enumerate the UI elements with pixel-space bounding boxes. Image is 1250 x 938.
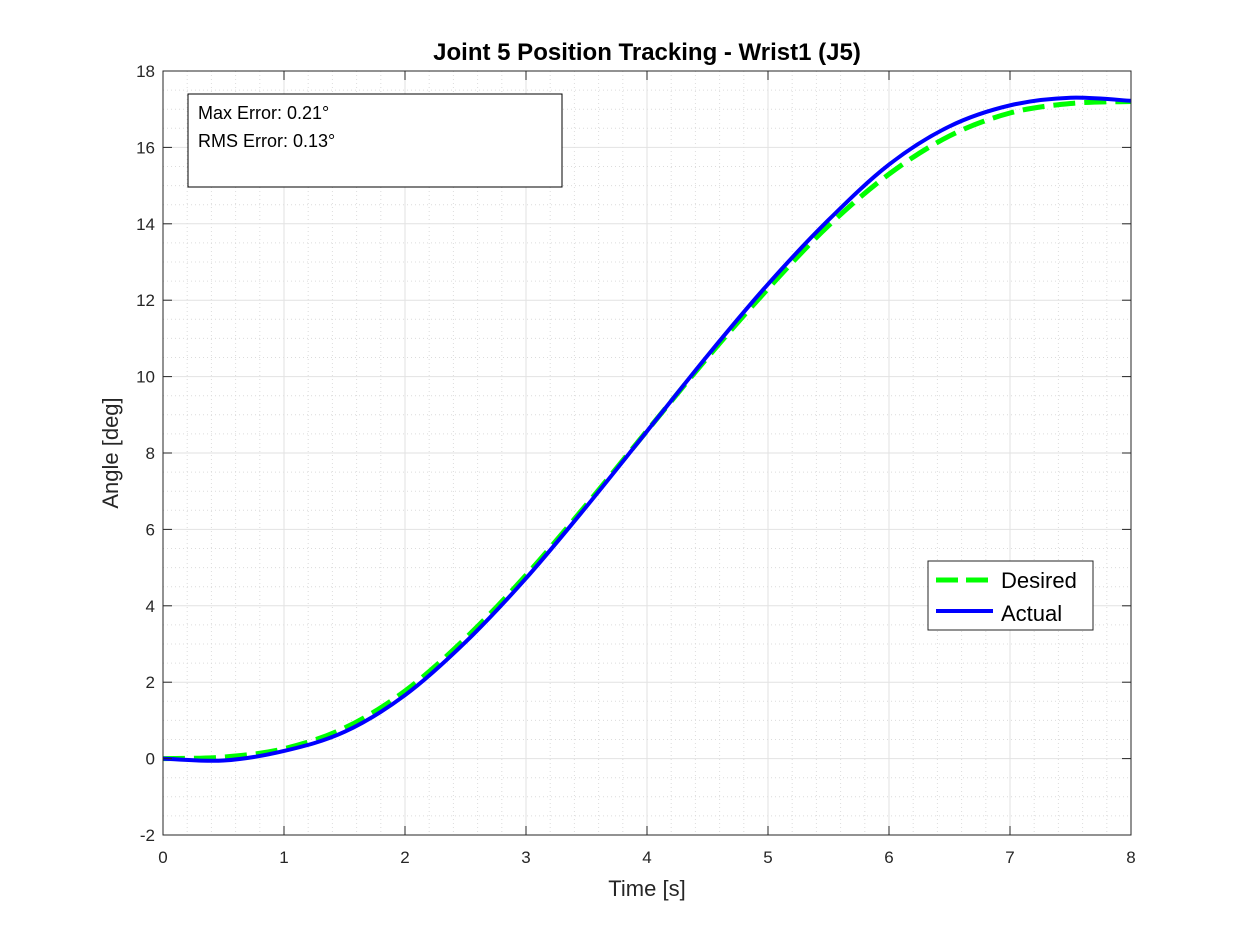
legend: Desired Actual	[927, 560, 1094, 631]
y-tick-label: 0	[146, 750, 155, 769]
y-tick-label: 8	[146, 444, 155, 463]
x-tick-label: 1	[279, 848, 288, 867]
y-tick-label: 6	[146, 520, 155, 539]
error-annotation-box: Max Error: 0.21° RMS Error: 0.13°	[187, 93, 563, 188]
series-line-desired	[162, 99, 1132, 762]
y-tick-label: 18	[136, 62, 155, 81]
x-tick-label: 5	[763, 848, 772, 867]
y-tick-label: 12	[136, 291, 155, 310]
x-tick-label: 7	[1005, 848, 1014, 867]
series-line-actual	[162, 95, 1132, 763]
y-tick-label: 16	[136, 138, 155, 157]
legend-label-desired: Desired	[1001, 568, 1077, 593]
y-tick-label: 2	[146, 673, 155, 692]
y-tick-label: -2	[140, 826, 155, 845]
legend-label-actual: Actual	[1001, 601, 1062, 626]
x-tick-label: 6	[884, 848, 893, 867]
legend-frame	[927, 560, 1094, 631]
y-axis-title: Angle [deg]	[98, 397, 123, 508]
series-layer	[162, 95, 1132, 763]
annotation-rms-error: RMS Error: 0.13°	[198, 131, 335, 151]
x-tick-label: 0	[158, 848, 167, 867]
tick-marks	[162, 70, 1132, 836]
x-tick-label: 2	[400, 848, 409, 867]
y-tick-label: 14	[136, 215, 155, 234]
x-axis-title: Time [s]	[608, 876, 685, 901]
x-tick-label: 3	[521, 848, 530, 867]
chart-title: Joint 5 Position Tracking - Wrist1 (J5)	[433, 39, 861, 66]
annotation-frame	[187, 93, 563, 188]
y-tick-labels: -2 0 2 4 6 8 10 12 14 16 18	[136, 62, 155, 845]
y-tick-label: 4	[146, 597, 155, 616]
x-tick-label: 4	[642, 848, 651, 867]
x-tick-label: 8	[1126, 848, 1135, 867]
annotation-max-error: Max Error: 0.21°	[198, 103, 329, 123]
x-tick-labels: 0 1 2 3 4 5 6 7 8	[158, 848, 1135, 867]
y-tick-label: 10	[136, 368, 155, 387]
